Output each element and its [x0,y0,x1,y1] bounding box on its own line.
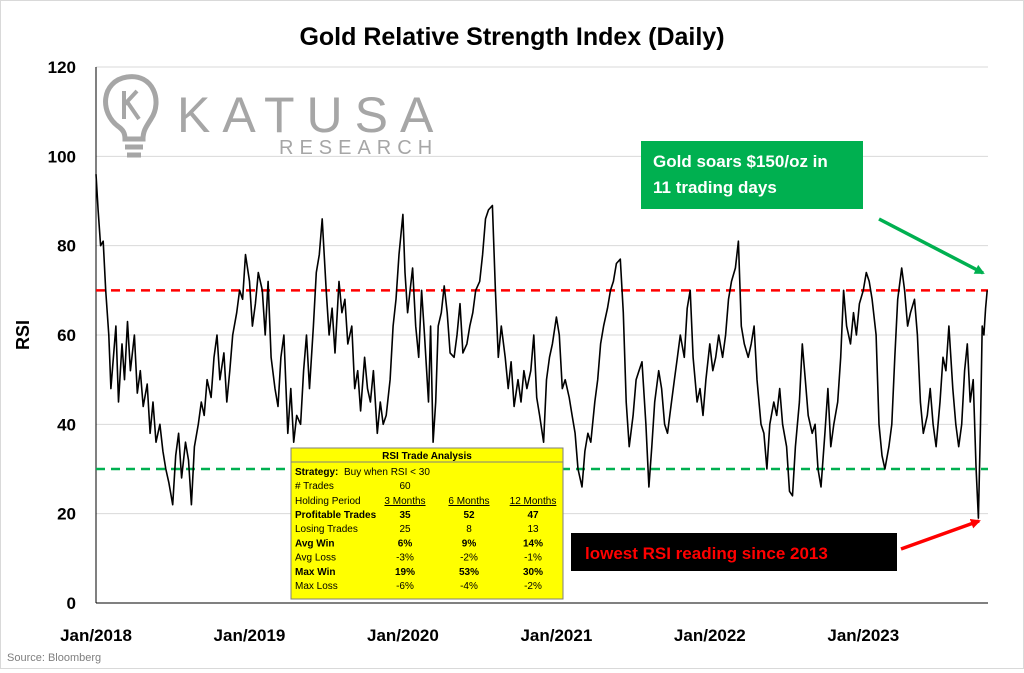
source-note: Source: Bloomberg [7,652,101,664]
trade-row-value: -2% [524,581,542,592]
trade-row-label: Profitable Trades [295,510,377,521]
katusa-logo: KATUSA RESEARCH [103,74,445,159]
y-axis-label: RSI [13,320,33,350]
red-arrow-icon [900,518,981,551]
trade-row-value: -4% [460,581,478,592]
x-tick-labels: Jan/2018 Jan/2019 Jan/2020 Jan/2021 Jan/2022… [60,626,899,645]
trade-row-value: 6% [398,538,413,549]
annotation-red-text: lowest RSI reading since 2013 [585,544,828,563]
trade-row-label: Losing Trades [295,524,358,535]
x-tick-label: Jan/2018 [60,626,132,645]
x-tick-label: Jan/2019 [214,626,286,645]
holding-label: Holding Period [295,496,361,507]
period-3m: 3 Months [384,496,425,507]
annotation-red-box [571,533,897,571]
trade-row-value: -3% [396,553,414,564]
strategy-value: Buy when RSI < 30 [344,467,430,478]
trade-analysis-table: RSI Trade Analysis Strategy: Buy when RS… [290,447,564,600]
trades-label: # Trades [295,481,334,492]
trade-table-rows: Profitable Trades 35 52 47 Losing Trades 25 8 1… [295,510,543,592]
y-tick-label: 100 [48,147,76,166]
annotation-green-box [641,141,863,209]
trade-row-label: Max Win [295,567,335,578]
trade-row-label: Avg Win [295,538,335,549]
period-12m: 12 Months [510,496,557,507]
trade-row-label: Avg Loss [295,553,336,564]
y-tick-label: 80 [57,237,76,256]
x-tick-label: Jan/2022 [674,626,746,645]
trade-row-value: 13 [527,524,539,535]
y-tick-label: 60 [57,326,76,345]
x-tick-label: Jan/2021 [520,626,592,645]
trade-row-value: 14% [523,538,543,549]
y-tick-label: 40 [57,415,76,434]
trade-row-value: -6% [396,581,414,592]
logo-main-text: KATUSA [177,87,445,143]
x-tick-label: Jan/2020 [367,626,439,645]
trade-table-title: RSI Trade Analysis [382,451,472,462]
trades-value: 60 [399,481,411,492]
trade-row-value: 9% [462,538,477,549]
trade-row-value: 25 [399,524,411,535]
annotation-red: lowest RSI reading since 2013 [571,518,981,571]
rsi-series-line [95,174,988,519]
gridlines [96,66,988,515]
x-tick-label: Jan/2023 [827,626,899,645]
annotation-green-line1: Gold soars $150/oz in [653,152,828,171]
y-tick-labels: 0 20 40 60 80 100 120 [48,58,76,613]
trade-table-bg [290,447,564,600]
period-6m: 6 Months [448,496,489,507]
trade-row-value: 19% [395,567,415,578]
trade-row-value: 30% [523,567,543,578]
trade-row-value: 47 [527,510,539,521]
green-arrow-icon [878,217,985,275]
trade-row-label: Max Loss [295,581,338,592]
trade-row-value: 35 [399,510,411,521]
trade-row-value: 8 [466,524,472,535]
lightbulb-icon [103,74,159,158]
chart-title: Gold Relative Strength Index (Daily) [299,23,724,51]
annotation-green-line2: 11 trading days [653,178,777,197]
y-tick-label: 0 [67,594,76,613]
strategy-label: Strategy: [295,467,338,478]
y-tick-label: 20 [57,505,76,524]
y-tick-label: 120 [48,58,76,77]
trade-row-value: 52 [463,510,475,521]
annotation-green: Gold soars $150/oz in 11 trading days [641,141,985,275]
trade-row-value: -2% [460,553,478,564]
trade-row-value: 53% [459,567,479,578]
logo-sub-text: RESEARCH [279,137,438,159]
trade-row-value: -1% [524,553,542,564]
